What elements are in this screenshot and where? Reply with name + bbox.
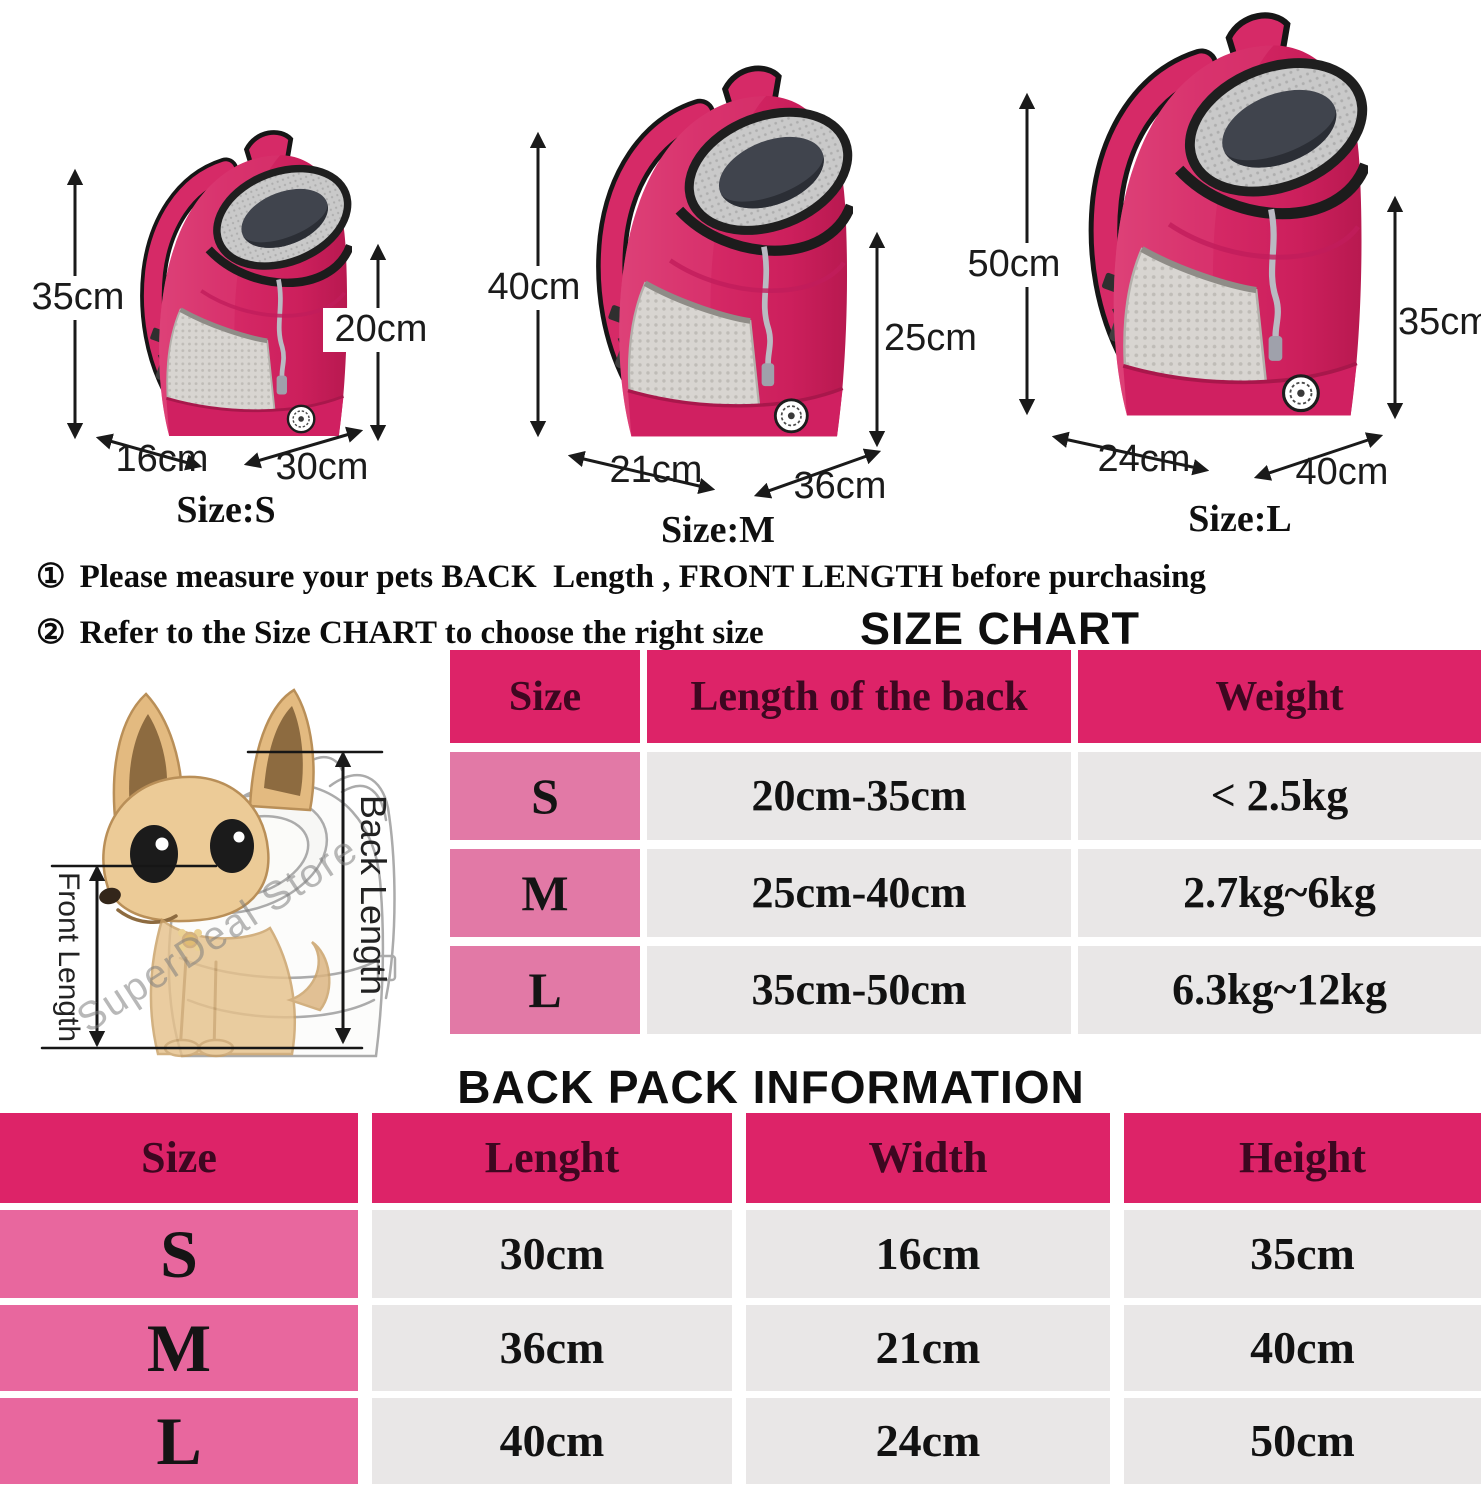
size-chart-cell: 2.7kg~6kg	[1078, 849, 1481, 937]
size-chart-cell: M	[450, 849, 640, 937]
size-chart-title: SIZE CHART	[860, 603, 1140, 654]
dim-s-back-height: 35cm	[20, 276, 136, 320]
figure-caption-l: Size:L	[1188, 498, 1292, 540]
dim-m-width: 36cm	[793, 465, 887, 507]
backpack-info-cell: 35cm	[1124, 1210, 1481, 1298]
backpack-info-header-width: Width	[746, 1113, 1110, 1203]
size-chart-cell: 35cm-50cm	[647, 946, 1071, 1034]
size-chart-table: Size Length of the back Weight S 20cm-35…	[450, 650, 1481, 1034]
dim-m-front-height: 25cm	[884, 317, 977, 359]
backpack-info-cell: 24cm	[746, 1398, 1110, 1484]
backpack-info-header-height: Height	[1124, 1113, 1481, 1203]
backpack-info-header-size: Size	[0, 1113, 358, 1203]
instruction-2-text: Refer to the Size CHART to choose the ri…	[79, 615, 764, 651]
backpack-info-cell: 40cm	[372, 1398, 732, 1484]
backpack-info-cell: 36cm	[372, 1305, 732, 1391]
instruction-2-number: ②	[36, 615, 66, 651]
size-chart-header-size: Size	[450, 650, 640, 743]
figure-caption-m: Size:M	[661, 509, 775, 551]
dim-m-back-height: 40cm	[476, 266, 592, 310]
backpack-info-cell: 40cm	[1124, 1305, 1481, 1391]
dim-s-front-height: 20cm	[323, 308, 439, 352]
dim-l-depth: 24cm	[1097, 438, 1191, 480]
size-chart-cell: 6.3kg~12kg	[1078, 946, 1481, 1034]
dim-s-depth: 16cm	[115, 438, 209, 480]
backpack-info-cell: 21cm	[746, 1305, 1110, 1391]
size-chart-cell: < 2.5kg	[1078, 752, 1481, 840]
figure-caption-s: Size:S	[176, 489, 276, 531]
size-chart-cell: 25cm-40cm	[647, 849, 1071, 937]
backpack-info-cell: M	[0, 1305, 358, 1391]
dim-l-front-height: 35cm	[1398, 301, 1481, 343]
dim-l-width: 40cm	[1295, 451, 1389, 493]
instruction-2: ② Refer to the Size CHART to choose the r…	[36, 612, 764, 652]
size-chart-cell: 20cm-35cm	[647, 752, 1071, 840]
backpack-info-cell: L	[0, 1398, 358, 1484]
size-chart-header-length: Length of the back	[647, 650, 1071, 743]
backpack-info-title: BACK PACK INFORMATION	[457, 1061, 1085, 1113]
backpack-info-cell: S	[0, 1210, 358, 1298]
backpack-info-table: Size Lenght Width Height S 30cm 16cm 35c…	[0, 1113, 1481, 1484]
dimension-arrows	[66, 92, 1404, 499]
instruction-1-number: ①	[36, 559, 66, 595]
backpack-info-cell: 16cm	[746, 1210, 1110, 1298]
backpack-info-cell: 50cm	[1124, 1398, 1481, 1484]
size-chart-header-weight: Weight	[1078, 650, 1481, 743]
instruction-1-text: Please measure your pets BACK Length , F…	[79, 559, 1206, 595]
dog-measure-illustration	[40, 688, 397, 1058]
dim-l-back-height: 50cm	[956, 243, 1072, 287]
backpack-info-cell: 30cm	[372, 1210, 732, 1298]
dim-m-depth: 21cm	[609, 449, 703, 491]
size-chart-cell: L	[450, 946, 640, 1034]
size-chart-cell: S	[450, 752, 640, 840]
dim-s-width: 30cm	[275, 446, 369, 488]
backpack-info-header-length: Lenght	[372, 1113, 732, 1203]
instruction-1: ① Please measure your pets BACK Length , …	[36, 556, 1206, 596]
